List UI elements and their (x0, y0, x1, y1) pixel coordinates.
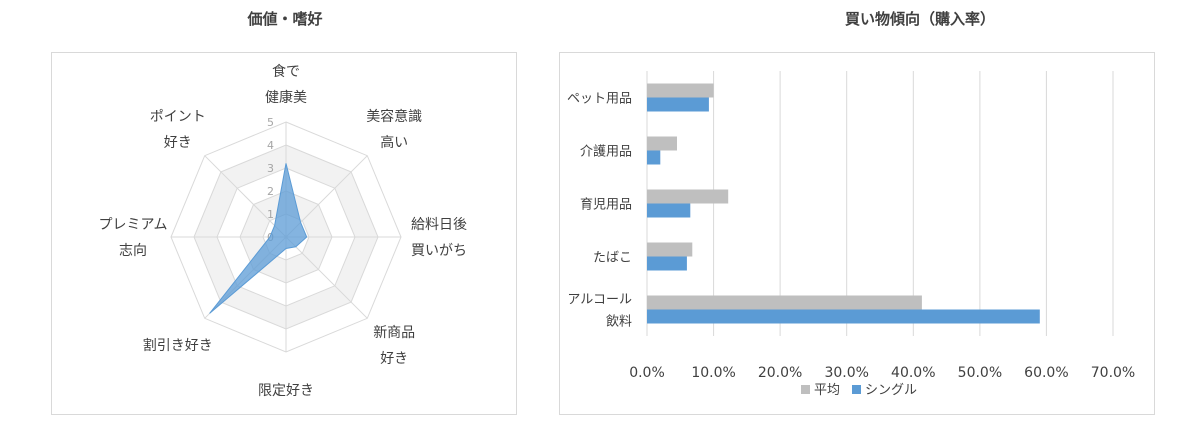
bar-chart: 0.0% 10.0% 20.0% 30.0% 40.0% 50.0% 60.0% 70.0% ペ… (567, 71, 1135, 398)
radar-series-area (209, 163, 308, 314)
category-label: ペット用品 (567, 92, 632, 107)
bar-single (647, 203, 691, 218)
bar-single (647, 309, 1040, 324)
bar-average (647, 295, 922, 310)
radar-chart: 012345食で健康美美容意識高い給料日後買いがち新商品好き限定好き割引き好きプ… (98, 63, 467, 399)
legend-swatch (801, 385, 810, 394)
radar-axis-label: 志向 (119, 243, 147, 259)
category-label: アルコール (567, 293, 632, 308)
bar-average (647, 136, 677, 151)
legend-label: シングル (865, 383, 917, 398)
bar-single (647, 256, 687, 271)
x-tick-label: 0.0% (629, 365, 665, 381)
bar-title: 買い物傾向（購入率） (844, 10, 995, 28)
radar-scale-label: 3 (267, 162, 274, 175)
bar-average (647, 83, 714, 98)
bar-average (647, 242, 693, 257)
radar-scale-label: 2 (267, 185, 274, 198)
radar-spoke (285, 236, 368, 319)
radar-axis-label: 給料日後 (411, 217, 467, 233)
x-tick-label: 40.0% (891, 365, 935, 381)
bar-single (647, 150, 661, 165)
category-label: 介護用品 (580, 144, 632, 160)
x-tick-label: 20.0% (758, 365, 802, 381)
bar-average (647, 189, 729, 204)
x-tick-label: 30.0% (824, 365, 868, 381)
radar-axis-label: 割引き好き (143, 337, 213, 354)
bar-single (647, 97, 709, 112)
radar-axis-label: 買いがち (411, 243, 467, 259)
radar-axis-label: 美容意識 (366, 108, 422, 125)
x-tick-label: 10.0% (691, 365, 735, 381)
category-label: たばこ (593, 251, 632, 266)
category-label: 育児用品 (580, 197, 632, 213)
radar-axis-label: 高い (380, 134, 408, 151)
legend-swatch (852, 385, 861, 394)
radar-axis-label: 好き (380, 351, 408, 367)
x-tick-label: 50.0% (958, 365, 1002, 381)
radar-title: 価値・嗜好 (247, 10, 323, 28)
radar-scale-label: 5 (267, 116, 274, 129)
radar-axis-label: ポイント (150, 109, 206, 125)
radar-scale-label: 4 (267, 139, 274, 152)
x-tick-label: 60.0% (1024, 365, 1068, 381)
legend-label: 平均 (814, 383, 840, 398)
radar-axis-label: 健康美 (265, 89, 307, 106)
radar-axis-label: 好き (164, 135, 192, 151)
category-label: 飲料 (606, 314, 632, 330)
radar-spoke (204, 155, 287, 238)
bar-panel: 0.0% 10.0% 20.0% 30.0% 40.0% 50.0% 60.0% 70.0% ペ… (559, 52, 1155, 415)
radar-axis-label: 限定好き (258, 383, 314, 399)
radar-scale-label: 1 (267, 208, 274, 221)
radar-panel: 012345食で健康美美容意識高い給料日後買いがち新商品好き限定好き割引き好きプ… (51, 52, 517, 415)
radar-axis-label: 新商品 (373, 325, 415, 341)
radar-axis-label: 食で (272, 63, 300, 80)
x-tick-label: 70.0% (1091, 365, 1135, 381)
radar-axis-label: プレミアム (98, 217, 167, 233)
